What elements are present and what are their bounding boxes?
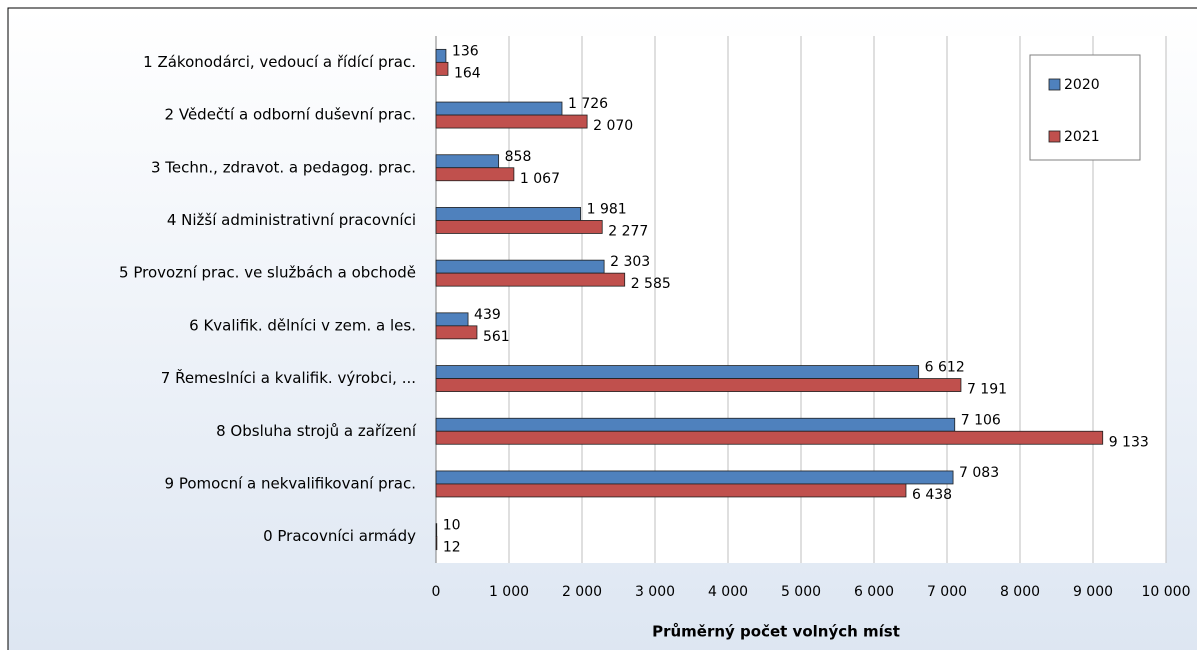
bar [435, 167, 515, 182]
data-label: 6 438 [912, 487, 952, 503]
data-label: 7 106 [961, 412, 1001, 428]
data-label: 12 [443, 540, 461, 556]
bar [435, 365, 920, 379]
x-axis-label: Průměrný počet volných míst [652, 623, 900, 641]
y-tick-label: 3 Techn., zdravot. a pedagog. prac. [151, 158, 416, 176]
bar [435, 378, 962, 392]
bar [435, 417, 956, 432]
x-tick-label: 9 000 [1073, 584, 1113, 600]
x-tick-label: 10 000 [1142, 584, 1191, 600]
data-label: 9 133 [1109, 434, 1149, 450]
data-label: 7 191 [967, 382, 1007, 398]
data-label: 2 277 [608, 223, 648, 239]
y-tick-label: 7 Řemeslníci a kvalifik. výrobci, ... [161, 368, 416, 387]
legend-label: 2020 [1064, 77, 1100, 93]
x-tick-label: 8 000 [1000, 584, 1040, 600]
bar [435, 259, 605, 274]
data-label: 439 [474, 307, 501, 323]
data-label: 858 [505, 149, 532, 165]
x-tick-label: 5 000 [781, 584, 821, 600]
data-label: 1 726 [568, 96, 608, 112]
legend [1029, 54, 1141, 161]
bar [435, 470, 954, 485]
bar [435, 312, 469, 327]
x-tick-label: 1 000 [489, 584, 529, 600]
bar [435, 483, 907, 498]
bar [435, 325, 478, 340]
data-label: 7 083 [959, 465, 999, 481]
x-tick-label: 2 000 [562, 584, 602, 600]
data-label: 2 303 [610, 254, 650, 270]
x-tick-label: 4 000 [708, 584, 748, 600]
bar [435, 207, 582, 221]
legend-swatch [1048, 78, 1061, 91]
x-tick-label: 6 000 [854, 584, 894, 600]
data-label: 2 585 [631, 276, 671, 292]
x-tick-label: 3 000 [635, 584, 675, 600]
data-label: 561 [483, 329, 510, 345]
bar [435, 114, 588, 129]
y-tick-label: 9 Pomocní a nekvalifikovaní prac. [165, 474, 416, 492]
bar [435, 101, 563, 116]
x-tick-label: 7 000 [927, 584, 967, 600]
data-label: 2 070 [593, 118, 633, 134]
bar [435, 61, 449, 76]
y-tick-label: 2 Vědečtí a odborní duševní prac. [165, 106, 416, 124]
bar [435, 430, 1104, 445]
bar [435, 523, 438, 538]
bar [435, 48, 447, 63]
y-tick-label: 0 Pracovníci armády [263, 527, 416, 545]
x-tick-label: 0 [432, 584, 441, 600]
data-label: 1 981 [587, 201, 627, 217]
bar [435, 272, 626, 287]
y-tick-label: 6 Kvalifik. dělníci v zem. a les. [189, 316, 416, 334]
data-label: 164 [454, 65, 481, 81]
y-tick-label: 5 Provozní prac. ve službách a obchodě [119, 264, 416, 282]
bar [435, 220, 603, 234]
data-label: 6 612 [925, 360, 965, 376]
data-label: 10 [443, 518, 461, 534]
data-label: 1 067 [520, 171, 560, 187]
y-tick-label: 8 Obsluha strojů a zařízení [216, 422, 417, 440]
y-tick-label: 1 Zákonodárci, vedoucí a řídící prac. [143, 53, 416, 71]
bar [435, 154, 500, 169]
legend-swatch [1048, 130, 1061, 143]
y-tick-label: 4 Nižší administrativní pracovníci [167, 211, 416, 229]
data-label: 136 [452, 43, 479, 59]
legend-label: 2021 [1064, 129, 1100, 145]
bar [435, 536, 438, 551]
